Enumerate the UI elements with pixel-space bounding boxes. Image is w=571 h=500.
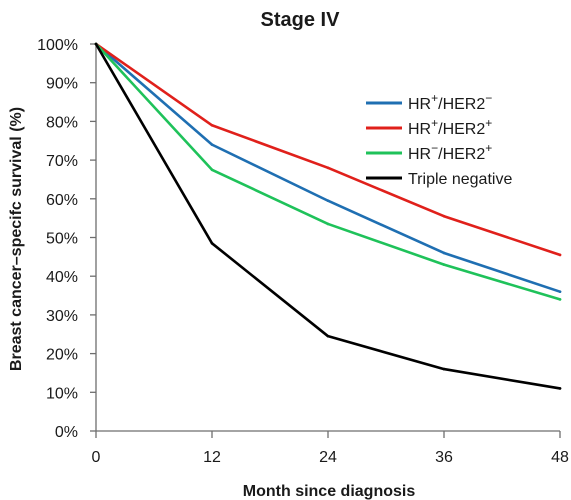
y-tick-label: 70%	[46, 153, 78, 170]
data-point-hr-neg-her2-pos	[442, 263, 446, 266]
data-point-triple-negative	[210, 242, 214, 245]
data-point-hr-pos-her2-pos	[442, 214, 446, 218]
data-point-hr-pos-her2-neg	[558, 290, 562, 293]
plot-area: 0% 10% 20% 30% 40% 50% 60% 70% 80% 90% 100% 0 12 24 36…	[37, 37, 569, 466]
data-point-hr-neg-her2-pos	[558, 298, 562, 301]
legend-item-triple-negative: Triple negative	[366, 171, 512, 188]
data-point-hr-neg-her2-pos	[210, 168, 214, 172]
data-point-hr-pos-her2-pos	[558, 253, 562, 257]
data-point-hr-neg-her2-pos	[326, 222, 330, 226]
y-tick-label: 90%	[46, 76, 78, 93]
data-point-hr-pos-her2-neg	[326, 199, 330, 203]
legend-item-hr-neg-her2-pos: HR−/HER2+	[366, 141, 492, 163]
data-point-hr-pos-her2-neg	[442, 251, 446, 255]
data-point-hr-pos-her2-pos	[210, 123, 214, 127]
y-tick-label: 100%	[37, 37, 78, 54]
y-tick-label: 20%	[46, 347, 78, 364]
legend-label-hr-pos-her2-pos: HR+/HER2+	[408, 116, 492, 138]
data-point-triple-negative	[326, 334, 330, 338]
x-tick-label: 12	[203, 449, 221, 466]
legend-label-triple-negative: Triple negative	[408, 171, 512, 188]
data-point-triple-negative	[442, 367, 446, 371]
legend-item-hr-pos-her2-pos: HR+/HER2+	[366, 116, 492, 138]
y-tick-label: 40%	[46, 269, 78, 286]
x-tick-label: 24	[319, 449, 337, 466]
x-tick-label: 48	[551, 449, 569, 466]
y-tick-label: 50%	[46, 231, 78, 248]
y-tick-label: 60%	[46, 192, 78, 209]
y-tick-label: 0%	[55, 424, 78, 441]
legend-label-hr-neg-her2-pos: HR−/HER2+	[408, 141, 492, 163]
y-tick-label: 10%	[46, 385, 78, 402]
legend-label-hr-pos-her2-neg: HR+/HER2−	[408, 91, 492, 113]
legend-item-hr-pos-her2-neg: HR+/HER2−	[366, 91, 492, 113]
data-point-triple-negative	[558, 387, 562, 390]
x-tick-label: 0	[92, 449, 101, 466]
y-axis-title: Breast cancer–specifc survival (%)	[8, 107, 25, 371]
data-point-hr-pos-her2-neg	[210, 143, 214, 146]
x-axis-title: Month since diagnosis	[243, 483, 416, 500]
y-tick-label: 80%	[46, 114, 78, 131]
data-point-hr-pos-her2-pos	[326, 166, 330, 170]
data-point-triple-negative	[94, 42, 98, 46]
legend: HR+/HER2− HR+/HER2+ HR−/HER2+ Triple negati…	[366, 91, 512, 188]
x-tick-label: 36	[435, 449, 453, 466]
y-tick-label: 30%	[46, 308, 78, 325]
chart-title: Stage IV	[261, 9, 341, 31]
